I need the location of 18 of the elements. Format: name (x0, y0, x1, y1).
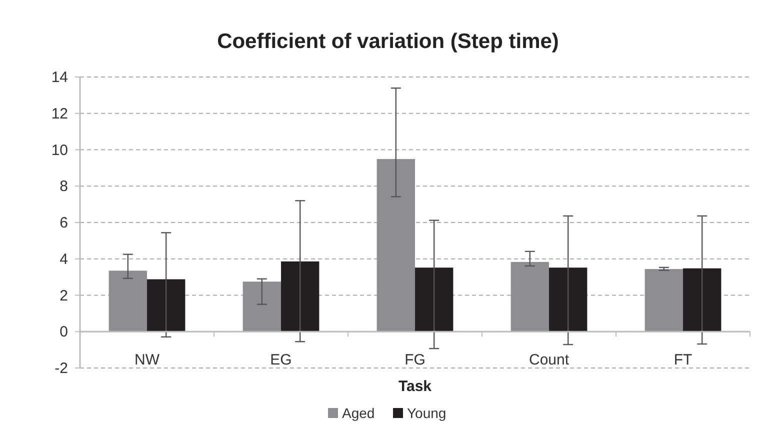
y-tick-label: 12 (51, 105, 68, 122)
x-axis-title: Task (398, 378, 432, 395)
y-tick-label: 2 (60, 287, 68, 304)
x-tick-label: NW (134, 352, 160, 369)
y-tick-label: 10 (51, 142, 68, 159)
y-tick-label: 8 (60, 178, 68, 196)
legend-label: Aged (342, 405, 375, 421)
chart-title: Coefficient of variation (Step time) (217, 30, 559, 53)
x-tick-label: FT (674, 352, 692, 369)
y-tick-label: -2 (54, 360, 68, 377)
y-tick-label: 0 (60, 324, 68, 341)
y-tick-label: 6 (60, 214, 68, 232)
x-tick-label: FG (404, 352, 426, 369)
legend-label: Young (407, 405, 446, 421)
y-tick-label: 4 (60, 250, 68, 268)
y-tick-label: 14 (51, 69, 68, 86)
x-tick-label: EG (270, 352, 292, 369)
x-tick-label: Count (528, 352, 570, 369)
